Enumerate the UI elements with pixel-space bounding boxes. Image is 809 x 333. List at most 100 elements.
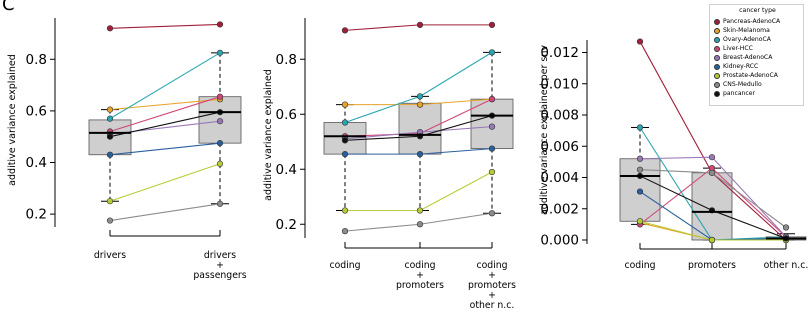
- x-tick-label: promoters: [396, 280, 444, 291]
- data-point: [782, 224, 790, 231]
- series-line: [109, 23, 221, 29]
- legend-marker: [714, 72, 720, 79]
- data-point: [708, 169, 716, 176]
- y-tick-label: 0.6: [276, 107, 297, 123]
- legend: cancer type Pancreas-AdenoCA Skin-Melano…: [709, 4, 804, 106]
- data-point: [488, 210, 496, 217]
- legend-item: pancancer: [714, 89, 755, 98]
- legend-item: Kidney-RCC: [714, 62, 758, 71]
- y-tick-label: 0.012: [540, 45, 579, 61]
- data-point: [636, 218, 644, 225]
- data-point: [216, 49, 224, 56]
- x-tick-label: drivers: [94, 250, 126, 261]
- y-tick-label: 0.2: [26, 207, 47, 223]
- data-point: [488, 49, 496, 56]
- data-point: [341, 151, 349, 158]
- x-tick-label: +: [416, 270, 424, 281]
- y-axis-label: additive variance explained: [263, 69, 274, 201]
- series-line: [109, 142, 221, 156]
- data-point: [416, 93, 424, 100]
- legend-label: Ovary-AdenoCA: [723, 36, 771, 43]
- x-tick-label: other n.c.: [764, 260, 809, 271]
- series-line: [109, 96, 221, 133]
- legend-marker: [714, 18, 720, 25]
- data-point: [106, 217, 114, 224]
- data-point: [488, 168, 496, 176]
- y-tick-label: 0.8: [276, 52, 297, 68]
- data-point: [708, 236, 716, 244]
- data-point: [216, 160, 224, 167]
- y-tick-label: 0.8: [26, 52, 47, 68]
- legend-marker: [714, 45, 720, 52]
- x-tick-label: coding: [404, 260, 435, 271]
- legend-item: Skin-Melanoma: [714, 26, 770, 35]
- legend-label: Breast-AdenoCA: [723, 54, 773, 61]
- data-point: [416, 207, 424, 214]
- data-point: [416, 221, 424, 228]
- x-tick-label: coding: [476, 260, 507, 271]
- y-tick-label: 0.004: [540, 170, 579, 186]
- data-point: [416, 101, 424, 108]
- data-point: [488, 96, 496, 103]
- data-point: [488, 21, 496, 28]
- legend-label: Pancreas-AdenoCA: [723, 18, 781, 25]
- legend-item: CNS-Medullo: [714, 80, 762, 89]
- y-tick-label: 0.010: [540, 76, 579, 92]
- legend-label: Prostate-AdenoCA: [723, 72, 778, 79]
- data-point: [416, 151, 424, 158]
- data-point: [106, 106, 114, 113]
- data-point: [488, 145, 496, 152]
- legend-item: Liver-HCC: [714, 44, 753, 53]
- legend-item: Breast-AdenoCA: [714, 53, 772, 62]
- legend-item: Pancreas-AdenoCA: [714, 17, 780, 26]
- data-point: [216, 140, 224, 147]
- data-point: [341, 119, 349, 126]
- data-point: [708, 154, 716, 161]
- data-point: [106, 115, 114, 122]
- data-point: [216, 93, 224, 100]
- data-point: [488, 123, 496, 130]
- legend-marker: [714, 54, 720, 61]
- x-tick-label: promoters: [688, 260, 736, 271]
- x-tick-label: coding: [329, 260, 360, 271]
- x-tick-label: +: [488, 270, 496, 281]
- legend-label: CNS-Medullo: [723, 81, 762, 88]
- x-tick-label: promoters: [468, 280, 516, 291]
- panel-letter: C: [2, 0, 15, 15]
- legend-item: Ovary-AdenoCA: [714, 35, 771, 44]
- y-tick-label: 0.2: [276, 217, 297, 233]
- legend-title: cancer type: [739, 7, 776, 14]
- legend-item: Prostate-AdenoCA: [714, 71, 778, 80]
- legend-marker: [714, 63, 720, 70]
- y-tick-label: 0.000: [540, 233, 579, 249]
- data-point: [216, 200, 224, 207]
- data-point: [636, 155, 644, 162]
- data-point: [106, 133, 114, 140]
- legend-marker: [714, 27, 720, 34]
- y-axis-label: additive variance explained per snv: [539, 45, 550, 215]
- x-tick-label: drivers: [204, 250, 236, 261]
- data-point: [636, 166, 644, 173]
- data-point: [216, 118, 224, 125]
- x-tick-label: +: [216, 260, 224, 271]
- x-tick-label: +: [488, 290, 496, 301]
- legend-label: pancancer: [723, 90, 756, 97]
- data-point: [416, 21, 424, 28]
- data-point: [636, 188, 644, 195]
- legend-marker: [714, 36, 720, 43]
- series-line: [345, 171, 493, 212]
- y-tick-label: 0.4: [276, 162, 297, 178]
- data-point: [636, 124, 644, 131]
- legend-label: Kidney-RCC: [723, 63, 759, 70]
- y-axis-label: additive variance explained: [7, 54, 18, 186]
- data-point: [636, 38, 644, 45]
- data-point: [341, 27, 349, 34]
- data-point: [106, 198, 114, 205]
- box: [398, 102, 442, 155]
- data-point: [341, 228, 349, 235]
- data-point: [216, 21, 224, 28]
- y-tick-label: 0.006: [540, 139, 579, 155]
- data-point: [106, 151, 114, 158]
- y-tick-label: 0.002: [540, 201, 579, 217]
